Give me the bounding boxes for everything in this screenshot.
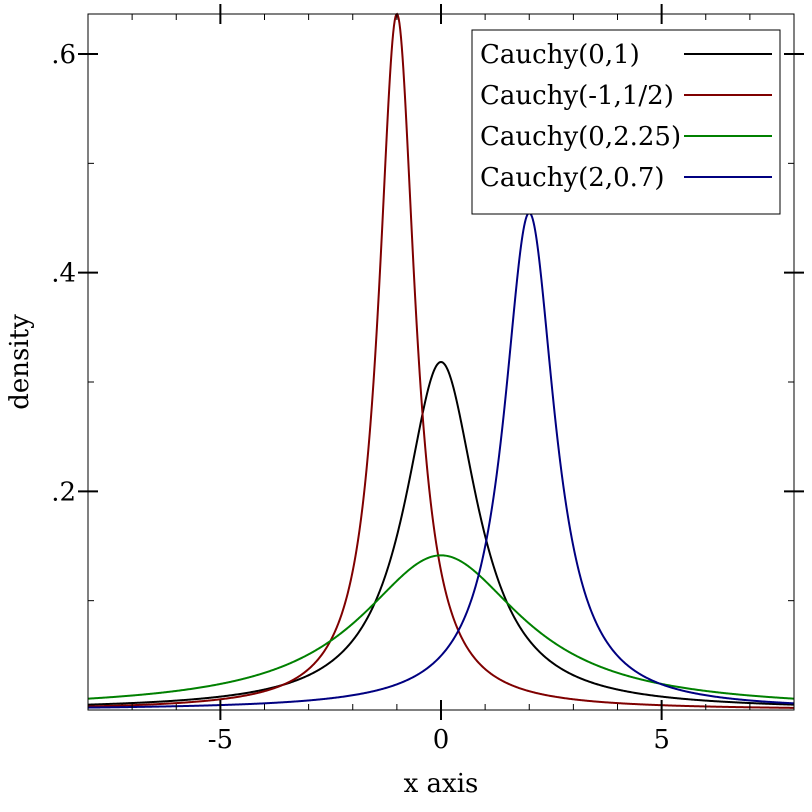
- y-tick-label: .2: [51, 477, 76, 507]
- curves: [87, 12, 795, 709]
- legend-label-2: Cauchy(0,2.25): [480, 122, 681, 152]
- y-tick-label: .6: [51, 40, 76, 70]
- axis-ticks: [78, 4, 804, 720]
- legend-label-1: Cauchy(-1,1/2): [480, 81, 674, 111]
- series-line-0: [87, 360, 795, 706]
- series-line-3: [87, 211, 795, 709]
- legend-label-3: Cauchy(2,0.7): [480, 163, 665, 193]
- x-axis-label: x axis: [404, 769, 479, 799]
- tick-labels: -5 0 5 .2 .4 .6: [51, 40, 670, 755]
- legend-entries: Cauchy(0,1) Cauchy(-1,1/2) Cauchy(0,2.25) C…: [480, 40, 772, 193]
- series-line-2: [87, 554, 795, 700]
- x-tick-label: -5: [208, 725, 233, 755]
- y-tick-label: .4: [51, 259, 76, 289]
- legend-label-0: Cauchy(0,1): [480, 40, 640, 70]
- x-tick-label: 0: [433, 725, 450, 755]
- series-line-1: [87, 12, 795, 709]
- legend: Cauchy(0,1) Cauchy(-1,1/2) Cauchy(0,2.25) C…: [471, 29, 781, 215]
- y-axis-label: density: [5, 314, 35, 410]
- legend-box: [471, 29, 781, 215]
- x-tick-label: 5: [653, 725, 670, 755]
